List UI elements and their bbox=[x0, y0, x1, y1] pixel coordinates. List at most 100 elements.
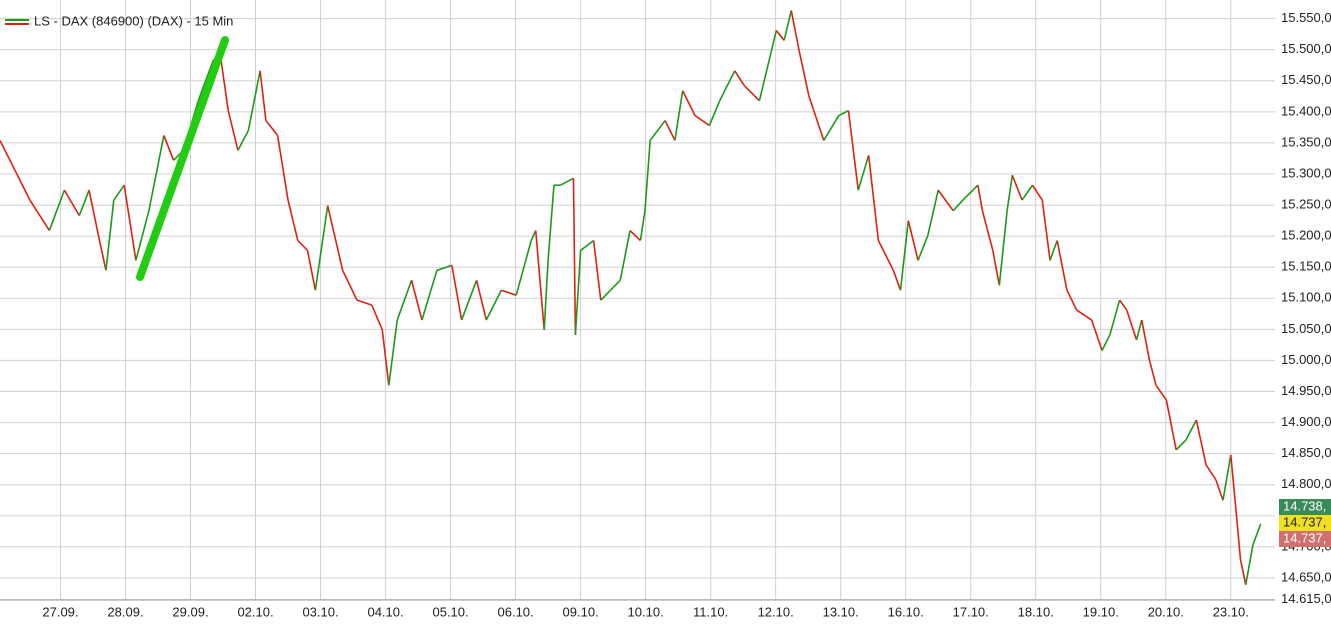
price-segment bbox=[287, 199, 299, 241]
price-segment bbox=[475, 280, 488, 321]
y-tick-label: 15.250,0 bbox=[1281, 197, 1331, 212]
y-tick-label: 15.200,0 bbox=[1281, 228, 1331, 243]
price-segment bbox=[0, 140, 16, 171]
y-tick-label: 15.300,0 bbox=[1281, 165, 1331, 180]
price-segment bbox=[1135, 319, 1143, 341]
price-segment bbox=[823, 115, 840, 141]
price-segment bbox=[892, 270, 902, 291]
y-tick-label: 15.400,0 bbox=[1281, 103, 1331, 118]
price-segment bbox=[1090, 319, 1103, 351]
y-tick-label: 15.050,0 bbox=[1281, 321, 1331, 336]
price-segment bbox=[574, 250, 582, 335]
price-segment bbox=[1125, 309, 1138, 341]
price-segment bbox=[1049, 240, 1058, 261]
y-tick-label: 15.550,0 bbox=[1281, 10, 1331, 25]
price-segment bbox=[515, 240, 532, 296]
price-segment bbox=[1056, 240, 1068, 291]
trend-annotation bbox=[136, 36, 229, 281]
price-segment bbox=[530, 230, 537, 241]
price-segment bbox=[237, 130, 250, 151]
price-segment bbox=[259, 70, 267, 121]
x-tick-label: 05.10. bbox=[432, 604, 468, 619]
price-segment bbox=[88, 189, 101, 241]
price-segment bbox=[1229, 454, 1237, 511]
x-tick-label: 16.10. bbox=[888, 604, 924, 619]
y-tick-label: 15.350,0 bbox=[1281, 134, 1331, 149]
price-segment bbox=[674, 90, 684, 141]
grid bbox=[0, 0, 1275, 601]
price-segment bbox=[798, 50, 810, 96]
price-segment bbox=[421, 270, 438, 321]
price-segment bbox=[78, 189, 90, 216]
price-segment bbox=[1109, 299, 1121, 336]
price-segment bbox=[396, 279, 413, 321]
price-segment bbox=[1148, 360, 1157, 386]
price-segment bbox=[105, 200, 115, 271]
price-segment bbox=[1215, 479, 1224, 501]
x-tick-label: 09.10. bbox=[563, 604, 599, 619]
price-segment bbox=[639, 210, 646, 241]
price-segment bbox=[543, 260, 549, 331]
price-segment bbox=[547, 185, 555, 261]
price-segment bbox=[1165, 400, 1177, 451]
price-segment bbox=[572, 178, 577, 335]
price-segment bbox=[1235, 510, 1242, 560]
price-segment bbox=[163, 135, 175, 161]
price-segment bbox=[29, 199, 51, 231]
x-tick-label: 03.10. bbox=[302, 604, 338, 619]
price-segment bbox=[297, 239, 309, 251]
x-tick-label: 13.10. bbox=[823, 604, 859, 619]
price-segment bbox=[1066, 289, 1078, 311]
price-segment bbox=[867, 155, 880, 241]
price-segment bbox=[1011, 174, 1023, 201]
price-segment bbox=[808, 95, 825, 141]
x-tick-label: 02.10. bbox=[237, 604, 273, 619]
price-segment bbox=[580, 239, 595, 252]
price-segment bbox=[381, 329, 390, 386]
x-tick-label: 20.10. bbox=[1148, 604, 1184, 619]
price-segment bbox=[952, 199, 964, 212]
price-segment bbox=[276, 135, 289, 201]
x-tick-label: 10.10. bbox=[628, 604, 664, 619]
price-segment bbox=[1118, 299, 1128, 311]
price-segment bbox=[1205, 464, 1217, 481]
price-segment bbox=[63, 189, 81, 217]
price-segment bbox=[48, 189, 66, 231]
price-segment bbox=[962, 184, 979, 201]
x-tick-label: 06.10. bbox=[498, 604, 534, 619]
price-segment bbox=[1031, 184, 1043, 201]
y-tick-label: 14.800,0 bbox=[1281, 476, 1331, 491]
price-segment bbox=[609, 279, 621, 291]
x-tick-label: 29.09. bbox=[172, 604, 208, 619]
price-segment bbox=[485, 289, 503, 321]
x-tick-label: 28.09. bbox=[107, 604, 143, 619]
price-segment bbox=[388, 319, 399, 386]
y-tick-label: 15.150,0 bbox=[1281, 259, 1331, 274]
price-segment bbox=[1140, 319, 1151, 361]
price-segment bbox=[148, 135, 165, 211]
price-segment bbox=[1076, 309, 1093, 321]
x-tick-label: 23.10. bbox=[1213, 604, 1249, 619]
price-segment bbox=[123, 185, 137, 261]
y-tick-label: 14.900,0 bbox=[1281, 414, 1331, 429]
price-segment bbox=[681, 90, 696, 116]
price-series bbox=[0, 10, 1262, 585]
x-tick-label: 12.10. bbox=[758, 604, 794, 619]
price-tag bbox=[1279, 499, 1331, 515]
price-tag-label: 14.738, bbox=[1283, 498, 1326, 513]
price-segment bbox=[1244, 544, 1254, 585]
x-tick-label: 17.10. bbox=[953, 604, 989, 619]
price-segment bbox=[197, 60, 215, 101]
price-segment bbox=[600, 289, 612, 301]
x-tick-label: 04.10. bbox=[367, 604, 403, 619]
price-segment bbox=[1021, 184, 1034, 201]
price-segment bbox=[1041, 199, 1051, 261]
price-segment bbox=[992, 250, 1001, 286]
price-segment bbox=[371, 304, 384, 331]
price-segment bbox=[341, 269, 358, 301]
price-segment bbox=[1252, 523, 1262, 546]
y-tick-label: 15.100,0 bbox=[1281, 290, 1331, 305]
y-tick-label: 14.650,0 bbox=[1281, 569, 1331, 584]
price-segment bbox=[356, 299, 373, 306]
price-segment bbox=[998, 210, 1008, 286]
